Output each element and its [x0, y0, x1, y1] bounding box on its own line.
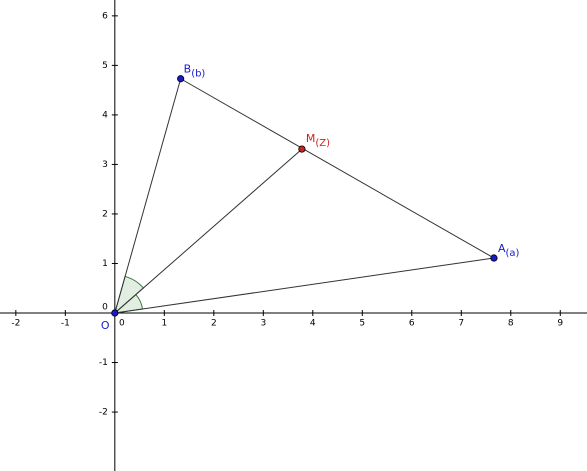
- y-tick-label: 4: [102, 110, 108, 120]
- x-tick-label: 8: [508, 319, 514, 329]
- point-name: A: [498, 242, 506, 255]
- x-tick-label: 2: [211, 319, 217, 329]
- y-tick-label: 3: [102, 160, 108, 170]
- segment: [114, 257, 495, 314]
- point-subscript: (a): [505, 248, 519, 259]
- point: [111, 309, 119, 317]
- x-tick-label: -1: [61, 319, 70, 329]
- segment: [180, 78, 495, 259]
- x-tick-label: -2: [11, 319, 20, 329]
- point-name: B: [184, 63, 192, 76]
- y-tick-label: 5: [102, 61, 108, 71]
- point-label: B(b): [184, 63, 206, 80]
- point-label: O: [101, 319, 110, 332]
- x-tick-label: 6: [409, 319, 415, 329]
- y-tick-label: 2: [102, 209, 108, 219]
- y-tick-label: -2: [99, 408, 108, 418]
- y-tick-label: 6: [102, 11, 108, 21]
- x-tick-label: 7: [458, 319, 464, 329]
- y-tick-label: -1: [99, 358, 108, 368]
- point: [298, 145, 306, 153]
- point: [490, 254, 498, 262]
- point-subscript: (Z): [315, 138, 330, 149]
- segment: [114, 78, 182, 314]
- x-tick-label: 1: [161, 319, 167, 329]
- point: [177, 75, 185, 83]
- segment: [114, 148, 303, 314]
- x-tick-label: 5: [359, 319, 365, 329]
- y-tick-label: 0: [102, 303, 108, 313]
- x-tick-label: 3: [260, 319, 266, 329]
- point-subscript: (b): [191, 69, 205, 80]
- y-tick-label: 1: [102, 259, 108, 269]
- x-tick-label: 0: [119, 319, 125, 329]
- x-tick-label: 4: [310, 319, 316, 329]
- point-name: M: [306, 132, 316, 145]
- point-name: O: [101, 319, 110, 332]
- point-label: A(a): [498, 242, 520, 259]
- point-label: M(Z): [306, 132, 330, 149]
- x-tick-label: 9: [557, 319, 563, 329]
